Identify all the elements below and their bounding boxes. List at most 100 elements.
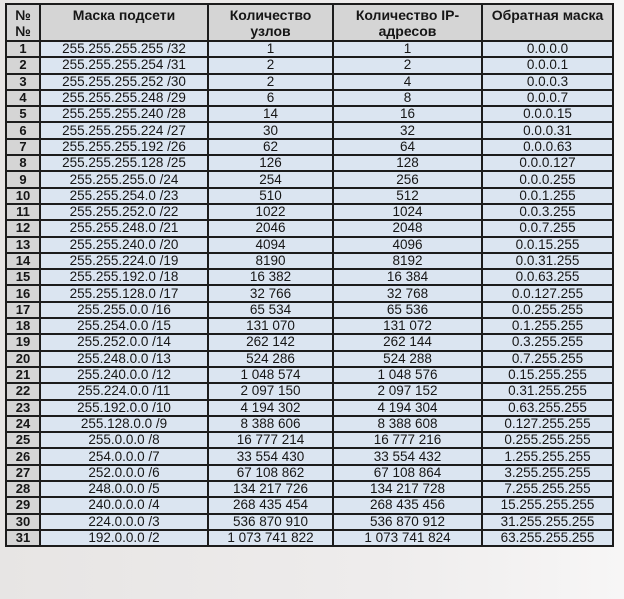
node-count-cell: 32 766 <box>207 284 334 303</box>
row-number-cell: 15 <box>5 268 41 287</box>
ip-count-cell: 1 073 741 824 <box>332 528 483 548</box>
table-row: 24 255.128.0.0 /9 8 388 606 8 388 608 0.127.… <box>5 414 614 434</box>
table-body: 1 255.255.255.255 /32 1 1 0.0.0.0 2 255.255.25… <box>5 39 614 548</box>
wildcard-mask-cell: 3.255.255.255 <box>481 463 614 483</box>
wildcard-mask-cell: 0.0.1.255 <box>481 186 614 205</box>
node-count-cell: 14 <box>207 105 334 124</box>
node-count-cell: 4 194 302 <box>207 398 334 417</box>
ip-count-cell: 134 217 728 <box>332 479 483 499</box>
row-number-cell: 13 <box>5 235 41 254</box>
node-count-cell: 67 108 862 <box>207 463 334 483</box>
wildcard-mask-cell: 0.0.0.15 <box>481 105 614 124</box>
row-number-cell: 5 <box>5 105 41 124</box>
node-count-cell: 510 <box>207 186 334 205</box>
table-row: 18 255.254.0.0 /15 131 070 131 072 0.1.255.2… <box>5 317 614 336</box>
table-row: 26 254.0.0.0 /7 33 554 430 33 554 432 1.255.… <box>5 447 614 466</box>
subnet-mask-cell: 255.255.255.192 /26 <box>39 137 209 157</box>
ip-count-cell: 16 384 <box>332 268 483 287</box>
subnet-mask-cell: 192.0.0.0 /2 <box>39 528 209 548</box>
row-number-cell: 26 <box>5 447 41 466</box>
row-number-cell: 18 <box>5 317 41 336</box>
ip-count-cell: 16 777 216 <box>332 431 483 450</box>
subnet-mask-cell: 255.128.0.0 /9 <box>39 414 209 434</box>
node-count-cell: 8 388 606 <box>207 414 334 434</box>
table-row: 27 252.0.0.0 /6 67 108 862 67 108 864 3.255.… <box>5 463 614 483</box>
subnet-mask-cell: 252.0.0.0 /6 <box>39 463 209 483</box>
node-count-cell: 16 382 <box>207 268 334 287</box>
ip-count-cell: 8192 <box>332 251 483 271</box>
subnet-mask-cell: 255.255.252.0 /22 <box>39 202 209 222</box>
ip-count-cell: 128 <box>332 154 483 173</box>
row-number-cell: 28 <box>5 479 41 499</box>
wildcard-mask-cell: 0.255.255.255 <box>481 431 614 450</box>
wildcard-mask-cell: 31.255.255.255 <box>481 512 614 531</box>
table-row: 9 255.255.255.0 /24 254 256 0.0.0.255 <box>5 170 614 189</box>
row-number-cell: 11 <box>5 202 41 222</box>
table-row: 11 255.255.252.0 /22 1022 1024 0.0.3.255 <box>5 202 614 222</box>
wildcard-mask-cell: 0.0.3.255 <box>481 202 614 222</box>
row-number-cell: 17 <box>5 300 41 320</box>
ip-count-cell: 1 <box>332 39 483 59</box>
subnet-mask-table: №№ Маска подсети Количество узлов Количе… <box>5 3 614 548</box>
row-number-cell: 10 <box>5 186 41 205</box>
table-header-row: №№ Маска подсети Количество узлов Количе… <box>5 3 614 42</box>
subnet-mask-cell: 255.240.0.0 /12 <box>39 365 209 385</box>
subnet-mask-cell: 255.248.0.0 /13 <box>39 349 209 368</box>
column-header-ip-count: Количество IP-адресов <box>332 3 483 42</box>
row-number-cell: 3 <box>5 72 41 91</box>
table-row: 4 255.255.255.248 /29 6 8 0.0.0.7 <box>5 88 614 108</box>
row-number-cell: 2 <box>5 56 41 75</box>
wildcard-mask-cell: 63.255.255.255 <box>481 528 614 548</box>
table-row: 15 255.255.192.0 /18 16 382 16 384 0.0.63.25… <box>5 268 614 287</box>
subnet-mask-cell: 255.255.248.0 /21 <box>39 219 209 238</box>
node-count-cell: 2 097 150 <box>207 382 334 401</box>
table-row: 16 255.255.128.0 /17 32 766 32 768 0.0.127.2… <box>5 284 614 303</box>
ip-count-cell: 8 <box>332 88 483 108</box>
wildcard-mask-cell: 0.63.255.255 <box>481 398 614 417</box>
wildcard-mask-cell: 0.0.0.31 <box>481 121 614 140</box>
table-row: 6 255.255.255.224 /27 30 32 0.0.0.31 <box>5 121 614 140</box>
node-count-cell: 131 070 <box>207 317 334 336</box>
wildcard-mask-cell: 0.7.255.255 <box>481 349 614 368</box>
column-header-number: №№ <box>5 3 41 42</box>
wildcard-mask-cell: 0.0.31.255 <box>481 251 614 271</box>
table-row: 7 255.255.255.192 /26 62 64 0.0.0.63 <box>5 137 614 157</box>
table-row: 13 255.255.240.0 /20 4094 4096 0.0.15.255 <box>5 235 614 254</box>
ip-count-cell: 2 <box>332 56 483 75</box>
subnet-mask-cell: 255.192.0.0 /10 <box>39 398 209 417</box>
row-number-cell: 25 <box>5 431 41 450</box>
node-count-cell: 65 534 <box>207 300 334 320</box>
ip-count-cell: 8 388 608 <box>332 414 483 434</box>
node-count-cell: 2 <box>207 56 334 75</box>
ip-count-cell: 67 108 864 <box>332 463 483 483</box>
node-count-cell: 4094 <box>207 235 334 254</box>
ip-count-cell: 131 072 <box>332 317 483 336</box>
node-count-cell: 536 870 910 <box>207 512 334 531</box>
subnet-mask-cell: 255.254.0.0 /15 <box>39 317 209 336</box>
row-number-cell: 4 <box>5 88 41 108</box>
node-count-cell: 2046 <box>207 219 334 238</box>
ip-count-cell: 512 <box>332 186 483 205</box>
wildcard-mask-cell: 0.31.255.255 <box>481 382 614 401</box>
row-number-cell: 24 <box>5 414 41 434</box>
row-number-cell: 14 <box>5 251 41 271</box>
ip-count-cell: 1024 <box>332 202 483 222</box>
table-row: 21 255.240.0.0 /12 1 048 574 1 048 576 0.15.… <box>5 365 614 385</box>
ip-count-cell: 32 <box>332 121 483 140</box>
wildcard-mask-cell: 1.255.255.255 <box>481 447 614 466</box>
table-row: 5 255.255.255.240 /28 14 16 0.0.0.15 <box>5 105 614 124</box>
subnet-mask-cell: 255.255.255.248 /29 <box>39 88 209 108</box>
subnet-mask-cell: 224.0.0.0 /3 <box>39 512 209 531</box>
wildcard-mask-cell: 0.15.255.255 <box>481 365 614 385</box>
subnet-mask-cell: 255.255.255.252 /30 <box>39 72 209 91</box>
node-count-cell: 6 <box>207 88 334 108</box>
subnet-mask-cell: 255.255.255.255 /32 <box>39 39 209 59</box>
node-count-cell: 62 <box>207 137 334 157</box>
table-row: 3 255.255.255.252 /30 2 4 0.0.0.3 <box>5 72 614 91</box>
wildcard-mask-cell: 0.127.255.255 <box>481 414 614 434</box>
table-row: 19 255.252.0.0 /14 262 142 262 144 0.3.255.2… <box>5 333 614 352</box>
wildcard-mask-cell: 0.0.63.255 <box>481 268 614 287</box>
wildcard-mask-cell: 0.1.255.255 <box>481 317 614 336</box>
wildcard-mask-cell: 15.255.255.255 <box>481 496 614 515</box>
subnet-mask-cell: 248.0.0.0 /5 <box>39 479 209 499</box>
